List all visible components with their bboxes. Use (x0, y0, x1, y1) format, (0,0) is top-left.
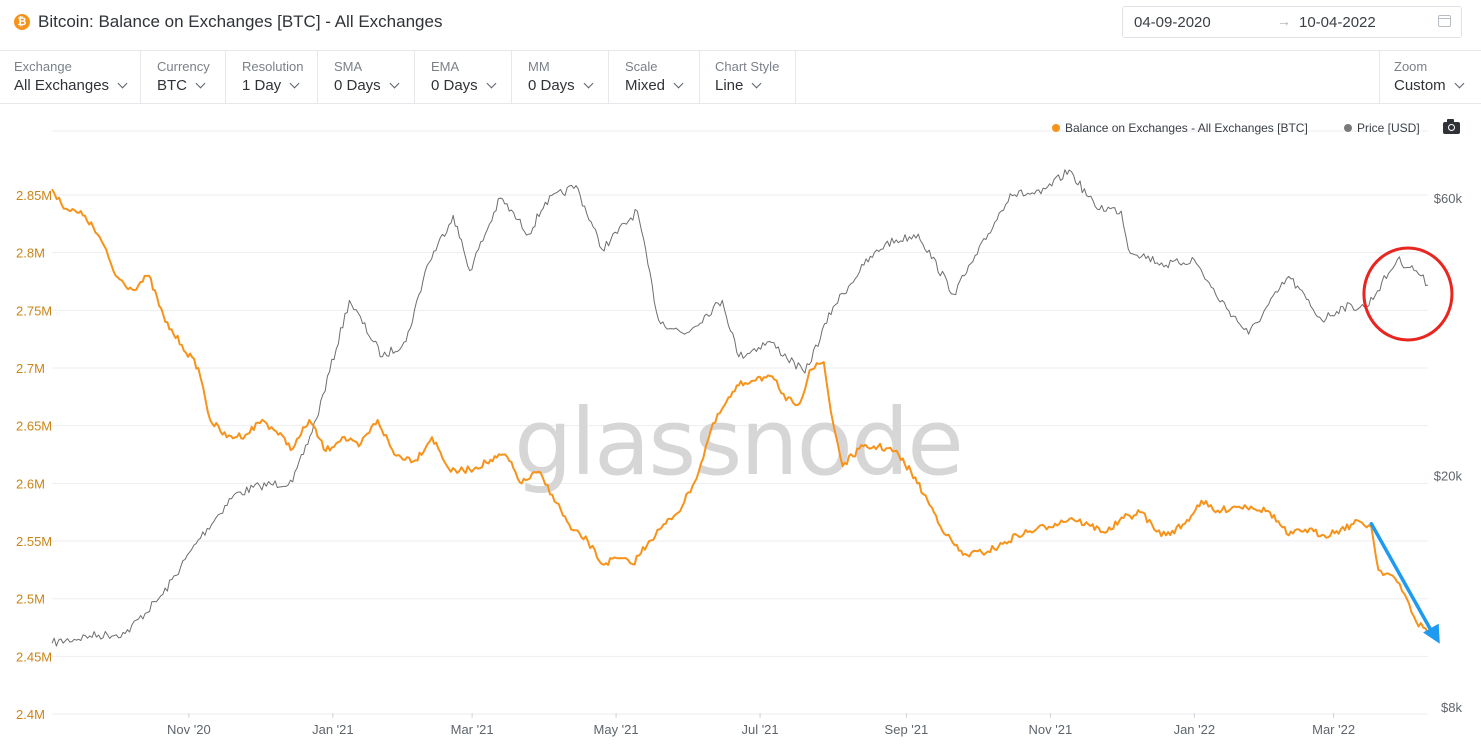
annotation-arrow-head (1423, 623, 1440, 644)
chart-style-label: Chart Style (715, 59, 780, 74)
y-left-tick-label: 2.65M (16, 419, 52, 434)
chevron-down-icon (486, 78, 497, 89)
legend-dot-price (1344, 124, 1352, 132)
mm-dropdown[interactable]: MM 0 Days (512, 51, 609, 103)
ema-dropdown[interactable]: EMA 0 Days (415, 51, 512, 103)
chevron-down-icon (751, 78, 762, 89)
y-left-tick-label: 2.85M (16, 188, 52, 203)
date-from-input[interactable]: 04-09-2020 (1134, 14, 1211, 31)
y-right-tick-label: $20k (1434, 469, 1463, 484)
y-right-tick-label: $8k (1441, 700, 1462, 715)
scale-value: Mixed (625, 77, 684, 94)
legend-item-balance[interactable]: Balance on Exchanges - All Exchanges [BT… (1052, 121, 1308, 135)
x-tick-label: May '21 (594, 722, 639, 737)
zoom-value: Custom (1394, 77, 1465, 94)
chart-toolbar: Exchange All Exchanges Currency BTC Reso… (0, 50, 1481, 104)
x-tick-label: Nov '20 (167, 722, 211, 737)
chevron-down-icon (195, 78, 206, 89)
x-tick-label: Mar '22 (1312, 722, 1355, 737)
chart-area: 2.4M 2.45M 2.5M 2.55M 2.6M 2.65M 2.7M 2.75M 2.8M… (16, 130, 1463, 737)
y-left-tick-label: 2.8M (16, 246, 45, 261)
x-tick-label: Mar '21 (451, 722, 494, 737)
currency-dropdown[interactable]: Currency BTC (141, 51, 226, 103)
x-tick-label: Jan '21 (312, 722, 354, 737)
exchange-dropdown[interactable]: Exchange All Exchanges (0, 51, 141, 103)
exchange-label: Exchange (14, 59, 72, 74)
chevron-down-icon (583, 78, 594, 89)
y-left-tick-label: 2.45M (16, 649, 52, 664)
chevron-down-icon (389, 78, 400, 89)
sma-dropdown[interactable]: SMA 0 Days (318, 51, 415, 103)
chevron-down-icon (1454, 78, 1465, 89)
currency-label: Currency (157, 59, 210, 74)
date-range-picker[interactable]: 04-09-2020 → 10-04-2022 (1122, 6, 1462, 38)
x-tick-label: Nov '21 (1029, 722, 1073, 737)
ema-value: 0 Days (431, 77, 497, 94)
chevron-down-icon (289, 78, 300, 89)
camera-icon[interactable] (1443, 119, 1460, 134)
annotation-arrow-shaft (1369, 521, 1434, 634)
date-to-input[interactable]: 10-04-2022 (1299, 14, 1376, 31)
y-left-tick-label: 2.75M (16, 303, 52, 318)
sma-value: 0 Days (334, 77, 400, 94)
y-left-tick-label: 2.5M (16, 592, 45, 607)
x-tick-label: Sep '21 (885, 722, 929, 737)
legend-label-balance: Balance on Exchanges - All Exchanges [BT… (1065, 121, 1308, 135)
series-line-price (51, 169, 1429, 647)
series-line-balance (51, 188, 1429, 634)
sma-label: SMA (334, 59, 363, 74)
x-tick-label: Jul '21 (741, 722, 778, 737)
mm-value: 0 Days (528, 77, 594, 94)
chart-style-value: Line (715, 77, 762, 94)
annotation-circle (1362, 246, 1454, 342)
zoom-dropdown[interactable]: Zoom Custom (1379, 51, 1481, 103)
chevron-down-icon (673, 78, 684, 89)
scale-label: Scale (625, 59, 658, 74)
watermark: glassnode (514, 389, 962, 496)
legend-label-price: Price [USD] (1357, 121, 1420, 135)
currency-value: BTC (157, 77, 206, 94)
bitcoin-icon: ₿ (14, 14, 30, 30)
y-left-tick-label: 2.4M (16, 707, 45, 722)
exchange-value: All Exchanges (14, 77, 128, 94)
legend-dot-balance (1052, 124, 1060, 132)
y-left-tick-label: 2.55M (16, 534, 52, 549)
y-left-tick-label: 2.6M (16, 476, 45, 491)
calendar-icon[interactable] (1438, 15, 1451, 27)
scale-dropdown[interactable]: Scale Mixed (609, 51, 700, 103)
chart-style-dropdown[interactable]: Chart Style Line (700, 51, 796, 103)
resolution-value: 1 Day (242, 77, 300, 94)
y-right-tick-label: $60k (1434, 191, 1463, 206)
chevron-down-icon (117, 78, 128, 89)
page-title: Bitcoin: Balance on Exchanges [BTC] - Al… (38, 12, 443, 31)
ema-label: EMA (431, 59, 460, 74)
chart-header: ₿ Bitcoin: Balance on Exchanges [BTC] - … (0, 0, 1481, 46)
y-left-tick-label: 2.7M (16, 361, 45, 376)
date-range-arrow: → (1277, 13, 1291, 29)
legend-item-price[interactable]: Price [USD] (1344, 121, 1420, 135)
x-tick-label: Jan '22 (1174, 722, 1216, 737)
resolution-label: Resolution (242, 59, 304, 74)
zoom-label: Zoom (1394, 59, 1428, 74)
mm-label: MM (528, 59, 550, 74)
resolution-dropdown[interactable]: Resolution 1 Day (226, 51, 318, 103)
